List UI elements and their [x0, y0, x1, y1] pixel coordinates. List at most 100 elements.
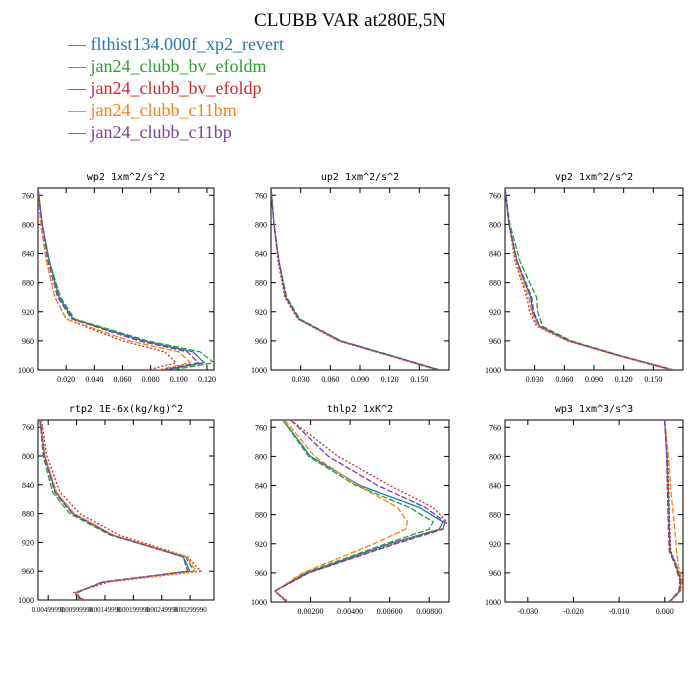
x-tick-label: 0.00149990: [88, 606, 122, 614]
x-tick-label: 0.150: [644, 375, 662, 384]
series-line-jan24-clubb-c11bp: [271, 188, 440, 370]
y-tick-label: 880: [255, 279, 267, 288]
legend-entry: — jan24_clubb_bv_efoldp: [67, 78, 261, 98]
series-line-jan24-clubb-c11bp: [39, 420, 189, 600]
series-line-jan24-clubb-c11bp: [273, 420, 446, 602]
x-tick-label: 0.00400: [337, 607, 363, 616]
series-line-jan24-clubb-c11bp: [664, 420, 681, 602]
y-tick-label: 960: [489, 337, 501, 346]
x-tick-label: 0.120: [381, 375, 399, 384]
x-tick-label: 0.020: [57, 375, 75, 384]
x-tick-label: 0.00800: [416, 607, 442, 616]
panel-wp2: wp2 1xm^2/s^2 760 800 840 880 920 960 1000 0.020…: [18, 172, 216, 384]
series-line-jan24-clubb-bv-efoldm: [271, 188, 441, 370]
series-line-jan24-clubb-c11bp: [38, 188, 200, 370]
y-tick-label: 800: [255, 220, 267, 229]
series-line-jan24-clubb-c11bm: [505, 188, 673, 370]
series-line-flthist134-000f-xp2-revert: [38, 188, 206, 370]
series-line-jan24-clubb-bv-efoldp: [273, 420, 448, 602]
y-tick-label: 1000: [18, 366, 34, 375]
x-tick-label: 0.00199990: [117, 606, 151, 614]
y-tick-label: 840: [489, 250, 501, 259]
y-tick-label: 920: [22, 308, 34, 317]
panel-vp2: vp2 1xm^2/s^2 760 800 840 880 920 960 1000 0.030…: [485, 172, 684, 384]
x-tick-label: 0.080: [142, 375, 160, 384]
y-tick-label: 800: [22, 452, 34, 461]
series-line-flthist134-000f-xp2-revert: [505, 188, 674, 370]
x-tick-label: -0.030: [517, 607, 538, 616]
x-tick-label: 0.060: [113, 375, 131, 384]
x-tick-label: 0.150: [410, 375, 428, 384]
panel-title: up2 1xm^2/s^2: [321, 172, 399, 183]
y-tick-label: 880: [255, 511, 267, 520]
y-tick-label: 960: [489, 569, 501, 578]
x-tick-label: 0.030: [526, 375, 544, 384]
series-line-jan24-clubb-c11bp: [505, 188, 674, 370]
series-group: [38, 188, 214, 370]
x-tick-label: 0.100: [170, 375, 188, 384]
plot-frame: [504, 419, 684, 603]
panel-title: wp2 1xm^2/s^2: [87, 172, 165, 183]
series-line-jan24-clubb-c11bm: [664, 420, 683, 602]
y-tick-label: 1000: [485, 366, 501, 375]
x-tick-label: 0.00600: [377, 607, 403, 616]
figure-title: CLUBB VAR at280E,5N: [254, 10, 446, 31]
y-tick-label: 760: [489, 423, 501, 432]
y-tick-label: 760: [22, 191, 34, 200]
legend-entry: — jan24_clubb_c11bp: [67, 122, 232, 142]
x-tick-label: 0.00200: [298, 607, 324, 616]
panel-thlp2: thlp2 1xK^2 760 800 840 880 920 960 1000 0.00200…: [251, 404, 450, 616]
series-line-jan24-clubb-c11bm: [271, 188, 439, 370]
panel-title: thlp2 1xK^2: [327, 404, 393, 415]
panel-rtp2: rtp2 1E-6x(kg/kg)^2 760 800 840 880 920 960 100…: [18, 404, 215, 614]
y-tick-label: 880: [489, 511, 501, 520]
y-tick-label: 840: [22, 481, 34, 490]
series-line-jan24-clubb-c11bm: [38, 188, 192, 370]
series-line-jan24-clubb-bv-efoldm: [273, 420, 435, 602]
y-tick-label: 760: [489, 191, 501, 200]
series-line-jan24-clubb-bv-efoldp: [40, 420, 203, 600]
x-tick-label: 0.00999990: [60, 606, 94, 614]
panel-up2: up2 1xm^2/s^2 760 800 840 880 920 960 1000 0.030…: [251, 172, 450, 384]
x-tick-label: 0.040: [85, 375, 103, 384]
x-tick-label: 0.030: [292, 375, 310, 384]
panel-wp3: wp3 1xm^3/s^3 760 800 840 880 920 960 1000 -0.03…: [485, 404, 684, 616]
y-tick-label: 840: [255, 250, 267, 259]
panel-title: vp2 1xm^2/s^2: [555, 172, 633, 183]
series-line-jan24-clubb-bv-efoldm: [38, 188, 214, 370]
y-tick-label: 960: [22, 337, 34, 346]
x-tick-label: 0.120: [615, 375, 633, 384]
y-tick-label: 960: [255, 337, 267, 346]
x-tick-label: -0.010: [609, 607, 630, 616]
plot-frame: [504, 187, 684, 371]
legend-entry: — jan24_clubb_c11bm: [67, 100, 237, 120]
x-tick-label: 0.120: [198, 375, 216, 384]
y-tick-label: 920: [255, 540, 267, 549]
x-tick-label: 0.090: [351, 375, 369, 384]
legend: — flthist134.000f_xp2_revert — jan24_club…: [67, 34, 284, 142]
series-group: [505, 188, 675, 370]
y-tick-label: 1000: [251, 598, 267, 607]
series-line-jan24-clubb-c11bm: [39, 420, 198, 600]
y-tick-label: 920: [255, 308, 267, 317]
y-tick-label: 760: [255, 191, 267, 200]
y-tick-label: 840: [489, 482, 501, 491]
y-tick-label: 840: [22, 250, 34, 259]
y-tick-label: 960: [255, 569, 267, 578]
legend-entry: — flthist134.000f_xp2_revert: [67, 34, 284, 54]
x-tick-label: -0.020: [563, 607, 584, 616]
series-line-jan24-clubb-bv-efoldm: [505, 188, 675, 370]
y-tick-label: 920: [22, 538, 34, 547]
y-tick-label: 1000: [18, 596, 34, 605]
series-line-flthist134-000f-xp2-revert: [39, 420, 191, 600]
y-tick-label: 920: [489, 308, 501, 317]
y-tick-label: 800: [22, 220, 34, 229]
panel-title: wp3 1xm^3/s^3: [555, 404, 633, 415]
plot-frame: [37, 187, 215, 371]
series-group: [39, 420, 203, 600]
x-tick-label: 0.00249990: [145, 606, 179, 614]
y-tick-label: 920: [489, 540, 501, 549]
y-tick-label: 880: [22, 510, 34, 519]
series-group: [273, 420, 448, 602]
